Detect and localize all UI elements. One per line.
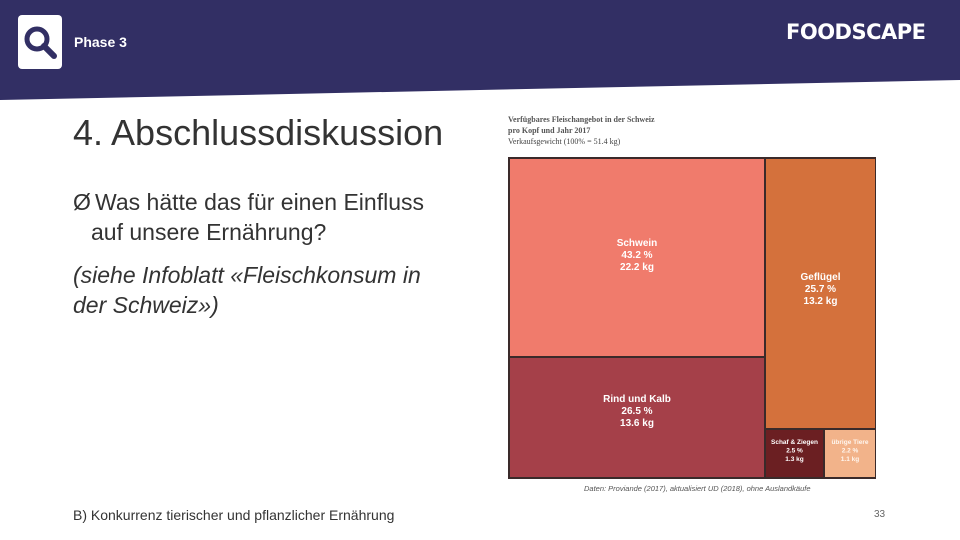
treemap-label--brige-tiere-kg: 1.1 kg bbox=[841, 456, 859, 463]
question-line-2: auf unsere Ernährung? bbox=[91, 219, 327, 245]
treemap-label--brige-tiere-name: übrige Tiere bbox=[831, 439, 868, 446]
header-band bbox=[0, 0, 960, 100]
treemap-label-rind-und-kalb-percent: 26.5 % bbox=[621, 406, 652, 417]
treemap-label-rind-und-kalb-name: Rind und Kalb bbox=[603, 394, 671, 405]
treemap-cell-gefl-gel bbox=[766, 159, 875, 428]
treemap-label-schaf-ziegen-name: Schaf & Ziegen bbox=[771, 439, 818, 446]
treemap-label-schwein-percent: 43.2 % bbox=[621, 250, 652, 261]
search-badge[interactable] bbox=[18, 15, 62, 69]
page-number: 33 bbox=[874, 509, 886, 520]
treemap-label-gefl-gel-name: Geflügel bbox=[800, 272, 840, 283]
treemap-label--brige-tiere-percent: 2.2 % bbox=[842, 448, 859, 455]
treemap-label-gefl-gel-kg: 13.2 kg bbox=[804, 296, 838, 307]
bullet-arrow-icon: Ø bbox=[73, 189, 91, 215]
treemap-cell-schwein bbox=[510, 159, 764, 356]
chart-header: Verfügbares Fleischangebot in der Schwei… bbox=[508, 114, 655, 147]
chart-source: Daten: Proviande (2017), aktualisiert UD… bbox=[584, 484, 811, 493]
treemap-label-schaf-ziegen-kg: 1.3 kg bbox=[785, 456, 803, 463]
treemap-label-rind-und-kalb-kg: 13.6 kg bbox=[620, 418, 654, 429]
infoblatt-reference: (siehe Infoblatt «Fleischkonsum in der S… bbox=[73, 260, 493, 320]
brand-logo: FOODSCAPE bbox=[786, 20, 926, 44]
treemap-cell-schaf-ziegen bbox=[766, 430, 823, 477]
treemap-label-schwein-kg: 22.2 kg bbox=[620, 262, 654, 273]
page-title: 4. Abschlussdiskussion bbox=[73, 112, 444, 153]
treemap-label-gefl-gel-percent: 25.7 % bbox=[805, 284, 836, 295]
chart-title: Verfügbares Fleischangebot in der Schwei… bbox=[508, 115, 655, 124]
treemap-cell-rind-und-kalb bbox=[510, 358, 764, 477]
treemap-label-schwein-name: Schwein bbox=[617, 238, 658, 249]
treemap-label-schaf-ziegen-percent: 2.5 % bbox=[786, 448, 803, 455]
search-icon bbox=[24, 26, 57, 59]
reference-line-1: (siehe Infoblatt «Fleischkonsum in bbox=[73, 262, 421, 288]
chart-note: Verkaufsgewicht (100% = 51.4 kg) bbox=[508, 137, 621, 146]
chart-subtitle: pro Kopf und Jahr 2017 bbox=[508, 126, 591, 135]
section-footer: B) Konkurrenz tierischer und pflanzliche… bbox=[73, 507, 395, 523]
treemap-cell--brige-tiere bbox=[825, 430, 875, 477]
phase-label: Phase 3 bbox=[74, 34, 127, 50]
reference-line-2: der Schweiz») bbox=[73, 292, 219, 318]
question-line-1: Was hätte das für einen Einfluss bbox=[95, 189, 424, 215]
discussion-question: Ø Was hätte das für einen Einfluss auf un… bbox=[73, 187, 483, 247]
